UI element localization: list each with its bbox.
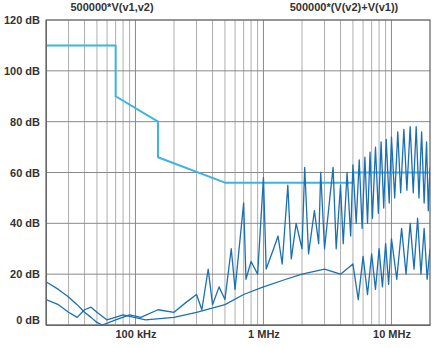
y-tick: 60 dB	[10, 167, 46, 179]
chart: 100 kHz 1 MHz 10 MHz 0 dB 20 dB 40 dB 60 dB 80 …	[0, 0, 435, 348]
y-tick: 100 dB	[4, 65, 46, 77]
legend-entry: 500000*(V(v2)+V(v1))	[290, 1, 399, 13]
x-tick-label: 10 MHz	[373, 328, 411, 340]
x-tick: 10 MHz	[373, 325, 411, 340]
plot-background	[46, 20, 430, 325]
y-tick: 0 dB	[16, 314, 46, 326]
legend-entry: 500000*V(v1,v2)	[70, 1, 154, 13]
x-tick-label: 100 kHz	[115, 328, 156, 340]
y-tick-label: 80 dB	[10, 116, 40, 128]
y-tick: 40 dB	[10, 217, 46, 229]
series-line	[46, 45, 430, 182]
y-tick-label: 120 dB	[4, 14, 40, 26]
y-tick-label: 100 dB	[4, 65, 40, 77]
y-grid-line	[46, 121, 430, 122]
y-tick: 120 dB	[4, 14, 46, 26]
x-tick: 100 kHz	[115, 325, 156, 340]
y-tick-label: 60 dB	[10, 167, 40, 179]
y-tick: 20 dB	[10, 268, 46, 280]
x-axis: 100 kHz 1 MHz 10 MHz	[47, 325, 431, 340]
y-tick-label: 20 dB	[10, 268, 40, 280]
y-grid-line	[46, 274, 430, 275]
y-tick-label: 40 dB	[10, 217, 40, 229]
plot-area: 100 kHz 1 MHz 10 MHz 0 dB 20 dB 40 dB 60 dB 80 …	[4, 14, 431, 340]
grid	[46, 20, 430, 325]
y-tick: 80 dB	[10, 116, 46, 128]
x-tick-label: 1 MHz	[248, 328, 280, 340]
series-line	[46, 218, 430, 320]
plot-frame	[46, 20, 430, 325]
y-grid-line	[46, 70, 430, 71]
y-grid-line	[46, 223, 430, 224]
series-line	[46, 127, 430, 325]
y-tick-label: 0 dB	[16, 314, 40, 326]
y-axis: 0 dB 20 dB 40 dB 60 dB 80 dB 100 dB 120 dB	[4, 14, 47, 326]
x-tick: 1 MHz	[248, 325, 280, 340]
series-group	[46, 45, 430, 325]
